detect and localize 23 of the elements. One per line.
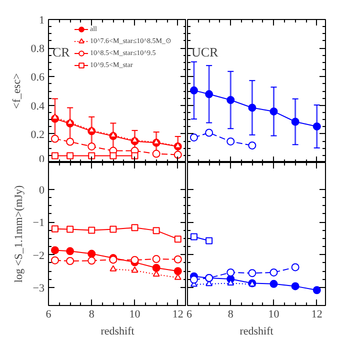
y-axis-title: <f_esc> xyxy=(10,73,23,109)
y-tick-label: 0.4 xyxy=(30,100,45,112)
y-tick-label: −3 xyxy=(32,282,45,294)
y-tick-label: 0 xyxy=(39,184,45,196)
y-tick-label: −2 xyxy=(32,250,45,262)
x-tick-label: 12 xyxy=(172,308,184,320)
y-tick-label: −1 xyxy=(32,217,45,230)
text: CR xyxy=(52,44,70,60)
x-axis-title: redshift xyxy=(100,326,134,338)
text: UCR xyxy=(192,44,219,60)
x-tick-label: 6 xyxy=(186,308,192,320)
x-tick-label: 12 xyxy=(311,308,322,320)
y-tick-label: 0.2 xyxy=(30,128,44,141)
y-tick-label: 0.6 xyxy=(30,72,45,84)
x-tick-label: 6 xyxy=(46,308,52,320)
y-tick-label: 0.8 xyxy=(30,43,45,56)
x-tick-label: 8 xyxy=(88,308,95,320)
x-axis-title: redshift xyxy=(240,326,274,338)
x-tick-label: 10 xyxy=(268,308,280,320)
y-axis-title: log <S_1.1mm>(mJy) xyxy=(12,184,25,283)
x-tick-label: 8 xyxy=(228,308,234,320)
x-tick-label: 10 xyxy=(129,308,141,320)
y-tick-label: 1 xyxy=(39,14,44,26)
